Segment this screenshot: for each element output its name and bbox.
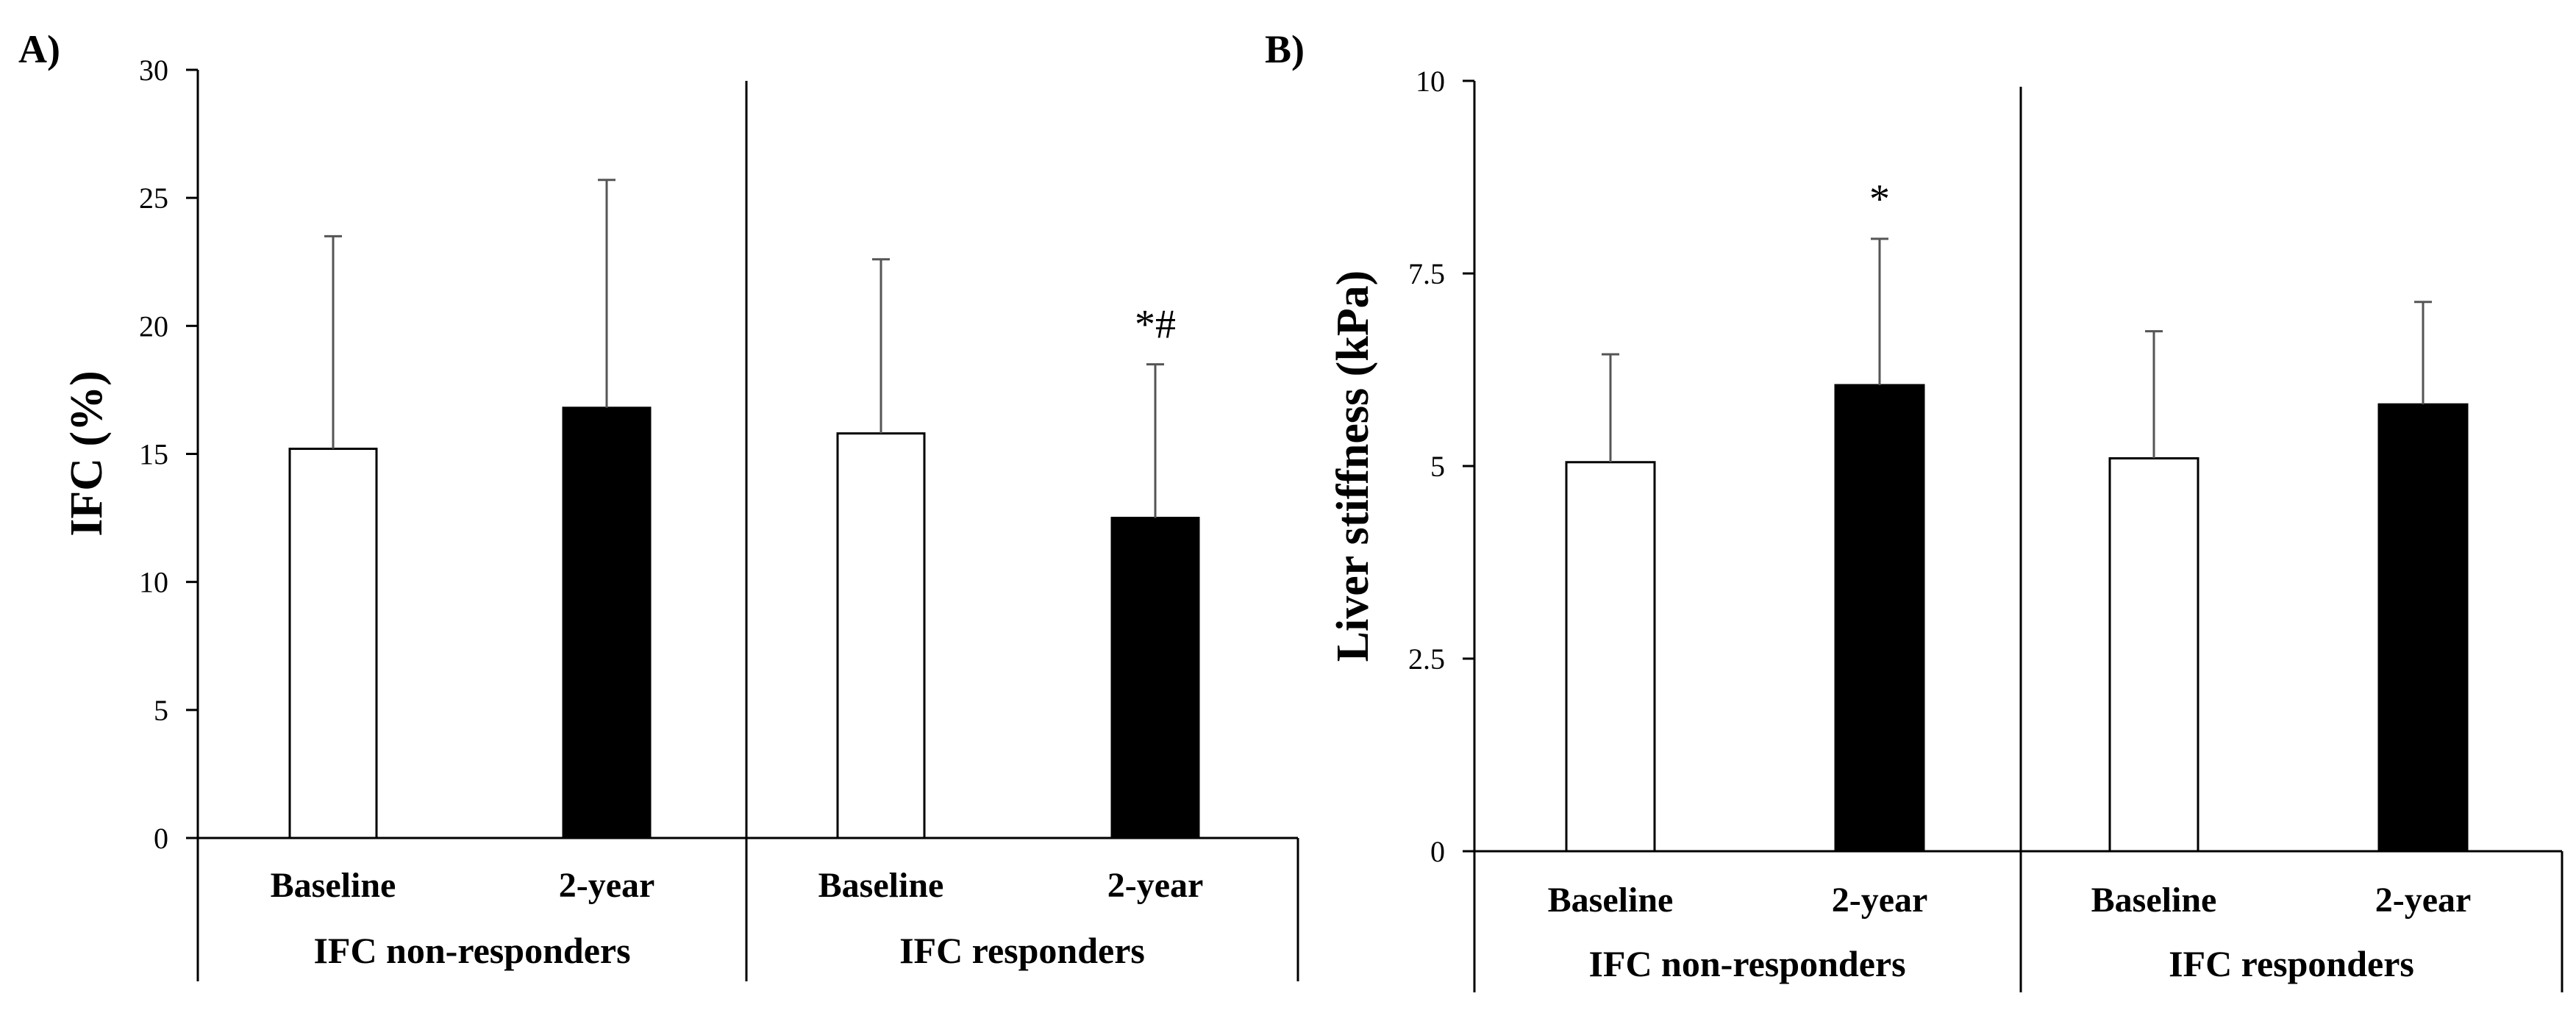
category-label-b-2: Baseline <box>2091 881 2217 920</box>
bar-a-0 <box>288 448 378 839</box>
y-tick-label-b: 0 <box>1430 835 1445 868</box>
bar-b-1 <box>1834 384 1925 853</box>
y-tick-label-b: 7.5 <box>1408 257 1445 290</box>
y-tick-label-b: 2.5 <box>1408 642 1445 676</box>
category-label-a-2: Baseline <box>818 866 944 905</box>
group-label-a-1: IFC responders <box>899 930 1145 971</box>
category-label-a-1: 2-year <box>559 866 655 905</box>
panel-label-a: A) <box>18 27 60 71</box>
category-label-a-0: Baseline <box>271 866 396 905</box>
group-label-a-0: IFC non-responders <box>313 930 630 971</box>
y-tick-label-b: 5 <box>1430 450 1445 483</box>
category-label-a-3: 2-year <box>1107 866 1204 905</box>
significance-marker-b-1: * <box>1869 176 1890 222</box>
significance-marker-a-3: *# <box>1135 302 1176 348</box>
y-axis-title-a: IFC (%) <box>62 370 112 537</box>
bar-a-1 <box>562 406 652 839</box>
y-tick-label-a: 20 <box>139 309 168 343</box>
y-axis-title-b: Liver stiffness (kPa) <box>1328 271 1378 662</box>
bar-a-3 <box>1110 517 1200 839</box>
bar-a-2 <box>836 432 926 839</box>
bar-b-2 <box>2108 457 2199 853</box>
y-tick-label-a: 0 <box>154 822 168 855</box>
y-tick-label-b: 10 <box>1416 65 1445 98</box>
panel-a: A) IFC (%) 0 5 10 15 20 25 30 Baseline 2-year Basel… <box>18 27 1299 981</box>
category-label-b-1: 2-year <box>1832 881 1928 920</box>
y-tick-label-a: 30 <box>139 54 168 87</box>
y-tick-label-a: 25 <box>139 182 168 215</box>
y-tick-label-a: 10 <box>139 566 168 599</box>
y-tick-label-a: 15 <box>139 438 168 471</box>
bar-b-0 <box>1565 461 1656 853</box>
y-tick-label-a: 5 <box>154 694 168 727</box>
panel-label-b: B) <box>1265 27 1305 71</box>
category-label-b-3: 2-year <box>2375 881 2472 920</box>
group-label-b-0: IFC non-responders <box>1588 943 1905 984</box>
group-label-b-1: IFC responders <box>2169 943 2414 984</box>
bar-b-3 <box>2377 403 2469 853</box>
panel-b: B) Liver stiffness (kPa) 0 2.5 5 7.5 10 Baselin… <box>1265 27 2563 992</box>
category-label-b-0: Baseline <box>1548 881 1674 920</box>
